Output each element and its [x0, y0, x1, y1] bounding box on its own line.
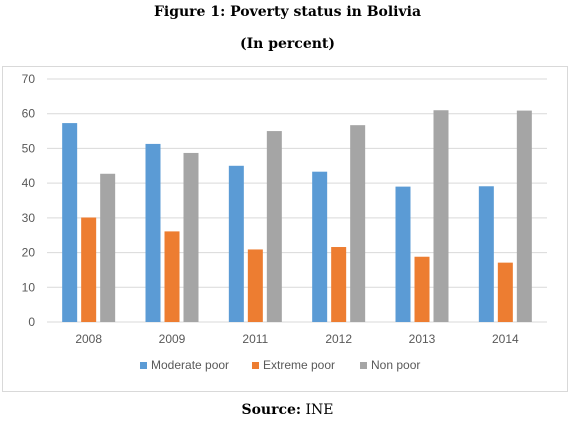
bar — [62, 123, 78, 322]
y-tick-label: 20 — [22, 246, 36, 260]
bar — [228, 165, 244, 322]
legend-swatch — [360, 362, 367, 369]
x-tick-label: 2014 — [492, 332, 519, 346]
x-tick-label: 2008 — [75, 332, 102, 346]
bar — [497, 262, 513, 322]
y-tick-label: 30 — [22, 211, 36, 225]
x-tick-label: 2012 — [325, 332, 352, 346]
bar — [247, 249, 263, 322]
bar — [183, 152, 199, 322]
bar — [395, 186, 411, 322]
chart-area: 0 10 20 30 40 50 60 70 2008 2009 2011 2012 2013 2014… — [2, 66, 568, 392]
bar — [350, 125, 366, 322]
legend-label: Moderate poor — [151, 358, 229, 372]
chart-title: Figure 1: Poverty status in Bolivia — [153, 4, 422, 20]
bar — [433, 110, 449, 322]
y-tick-label: 50 — [22, 141, 36, 155]
source-note: Source: INE — [0, 402, 575, 418]
bar — [516, 110, 532, 322]
legend-label: Extreme poor — [263, 358, 335, 372]
bar — [81, 217, 97, 322]
bar — [164, 231, 180, 322]
x-tick-label: 2009 — [159, 332, 186, 346]
bar — [478, 186, 494, 322]
y-tick-label: 10 — [22, 280, 36, 294]
x-tick-label: 2011 — [242, 332, 268, 346]
y-tick-label: 70 — [22, 72, 36, 86]
x-tick-label: 2013 — [409, 332, 436, 346]
legend-swatch — [140, 362, 147, 369]
legend-label: Non poor — [371, 358, 420, 372]
chart-subtitle: (In percent) — [240, 36, 335, 52]
bar-chart: 0 10 20 30 40 50 60 70 2008 2009 2011 2012 2013 2014… — [22, 72, 547, 372]
source-value: INE — [305, 402, 334, 418]
bar — [266, 131, 282, 322]
bar — [145, 143, 161, 322]
y-tick-label: 0 — [28, 315, 35, 329]
y-tick-label: 60 — [22, 107, 36, 121]
bar — [312, 171, 328, 322]
y-tick-label: 40 — [22, 176, 36, 190]
source-label: Source: — [241, 402, 302, 418]
bar — [331, 247, 347, 322]
bar — [414, 256, 430, 322]
bar — [100, 173, 116, 322]
legend-swatch — [252, 362, 259, 369]
